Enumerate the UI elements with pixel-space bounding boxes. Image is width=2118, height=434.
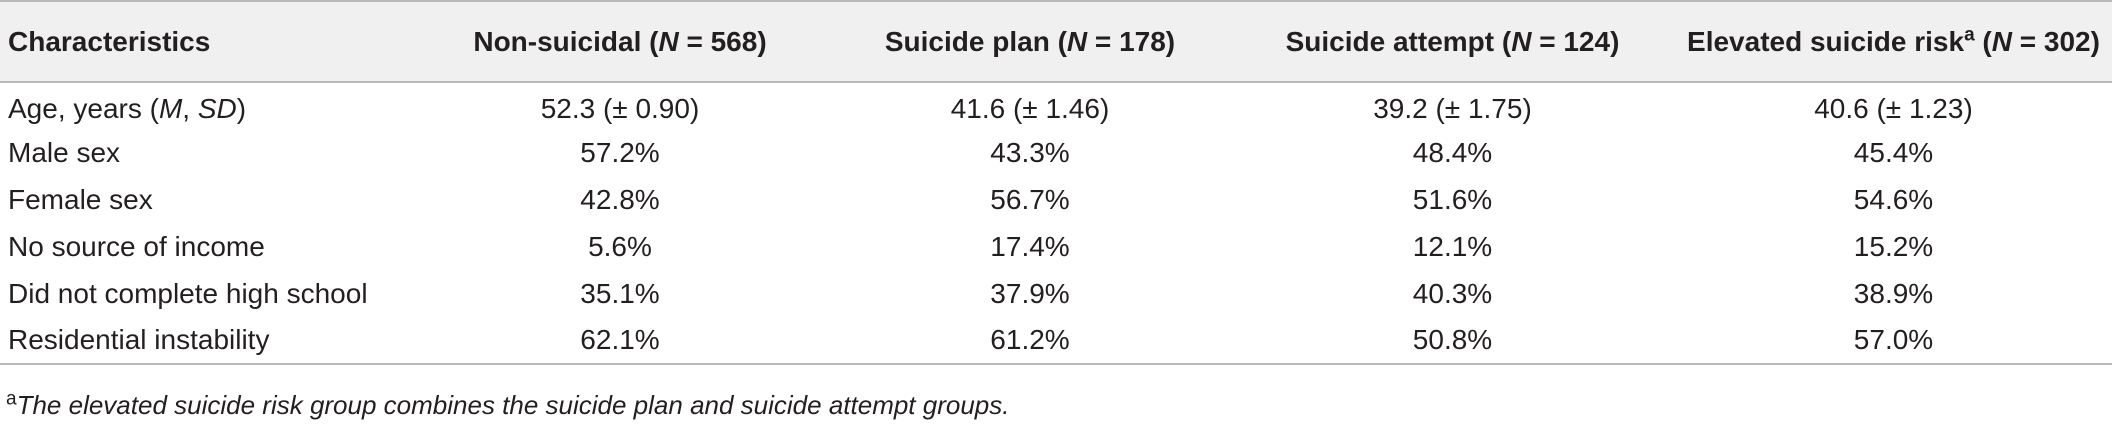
- header-n-symbol: N: [1066, 25, 1088, 57]
- table-cell: 52.3 (± 0.90): [540, 93, 700, 124]
- table-row: Female sex 42.8% 56.7% 51.6% 54.6%: [0, 176, 2112, 223]
- table-row: Residential instability 62.1% 61.2% 50.8…: [0, 317, 2112, 365]
- table-cell: 38.9%: [1853, 277, 1934, 309]
- footnote-text: The elevated suicide risk group combines…: [16, 390, 1010, 420]
- table-cell: 37.9%: [990, 277, 1070, 309]
- header-n-value: = 124): [1531, 25, 1620, 57]
- table-cell: 48.4%: [1412, 136, 1493, 168]
- table-cell: 5.6%: [588, 230, 652, 262]
- header-characteristics: Characteristics: [0, 0, 410, 83]
- table-cell: 62.1%: [410, 317, 830, 365]
- table-cell: 57.2%: [580, 136, 660, 168]
- label-part: ): [236, 93, 247, 124]
- table-row: Male sex 57.2% 43.3% 48.4% 45.4%: [0, 129, 2112, 176]
- header-row: Characteristics Non-suicidal (N = 568) S…: [0, 0, 2112, 83]
- header-non-suicidal: Non-suicidal (N = 568): [410, 0, 830, 83]
- table-cell: 35.1%: [580, 277, 660, 309]
- row-label-age: Age, years (M, SD): [0, 82, 410, 129]
- label-part-sd: SD: [197, 93, 237, 124]
- table-cell: 40.3%: [1412, 277, 1493, 309]
- table-footnote: aThe elevated suicide risk group combine…: [6, 388, 1010, 421]
- row-label: Female sex: [8, 183, 153, 215]
- table-cell: 43.3%: [990, 136, 1070, 168]
- header-n-symbol: N: [658, 25, 679, 57]
- label-part: Age, years (: [8, 93, 159, 124]
- footnote-marker: a: [6, 388, 17, 410]
- table-cell: 12.1%: [1412, 230, 1493, 262]
- header-n-symbol: N: [1511, 25, 1532, 57]
- footnote-marker-superscript: a: [1964, 24, 1975, 46]
- header-suicide-attempt: Suicide attempt (N = 124): [1230, 0, 1675, 83]
- label-part-mean: M: [158, 93, 183, 124]
- table-cell: 54.6%: [1853, 183, 1934, 215]
- table-cell: 50.8%: [1230, 317, 1675, 365]
- table-row: Age, years (M, SD) 52.3 (± 0.90) 41.6 (±…: [0, 82, 2112, 129]
- table-row: No source of income 5.6% 17.4% 12.1% 15.…: [0, 223, 2112, 270]
- table-cell: 56.7%: [990, 183, 1070, 215]
- table-row: Did not complete high school 35.1% 37.9%…: [0, 270, 2112, 317]
- row-label: Residential instability: [0, 317, 410, 365]
- table-cell: 41.6 (± 1.46): [950, 93, 1110, 124]
- header-label: Suicide plan: [884, 25, 1050, 57]
- table-cell: 42.8%: [580, 183, 660, 215]
- table-cell: 17.4%: [990, 230, 1070, 262]
- header-n-symbol: N: [1991, 25, 2012, 57]
- header-label: Suicide attempt: [1285, 25, 1495, 57]
- row-label: Did not complete high school: [8, 277, 368, 309]
- table-cell: 57.0%: [1675, 317, 2112, 365]
- table-cell: 51.6%: [1412, 183, 1493, 215]
- table-cell: 61.2%: [830, 317, 1230, 365]
- table-cell: 40.6 (± 1.23): [1814, 93, 1973, 124]
- label-part: ,: [182, 93, 198, 124]
- header-label: Elevated suicide risk: [1687, 25, 1965, 57]
- header-n-value: = 568): [678, 25, 767, 57]
- header-n-value: = 178): [1087, 25, 1176, 57]
- header-suicide-plan: Suicide plan (N = 178): [830, 0, 1230, 83]
- header-n-value: = 302): [2012, 25, 2100, 57]
- header-label: Non-suicidal: [473, 25, 642, 57]
- row-label: No source of income: [8, 230, 265, 262]
- table-cell: 15.2%: [1853, 230, 1934, 262]
- table-cell: 45.4%: [1853, 136, 1934, 168]
- row-label: Male sex: [8, 136, 121, 168]
- header-elevated-risk: Elevated suicide riska (N = 302): [1675, 0, 2112, 83]
- characteristics-table: Characteristics Non-suicidal (N = 568) S…: [0, 0, 2112, 365]
- table-cell: 39.2 (± 1.75): [1373, 93, 1532, 124]
